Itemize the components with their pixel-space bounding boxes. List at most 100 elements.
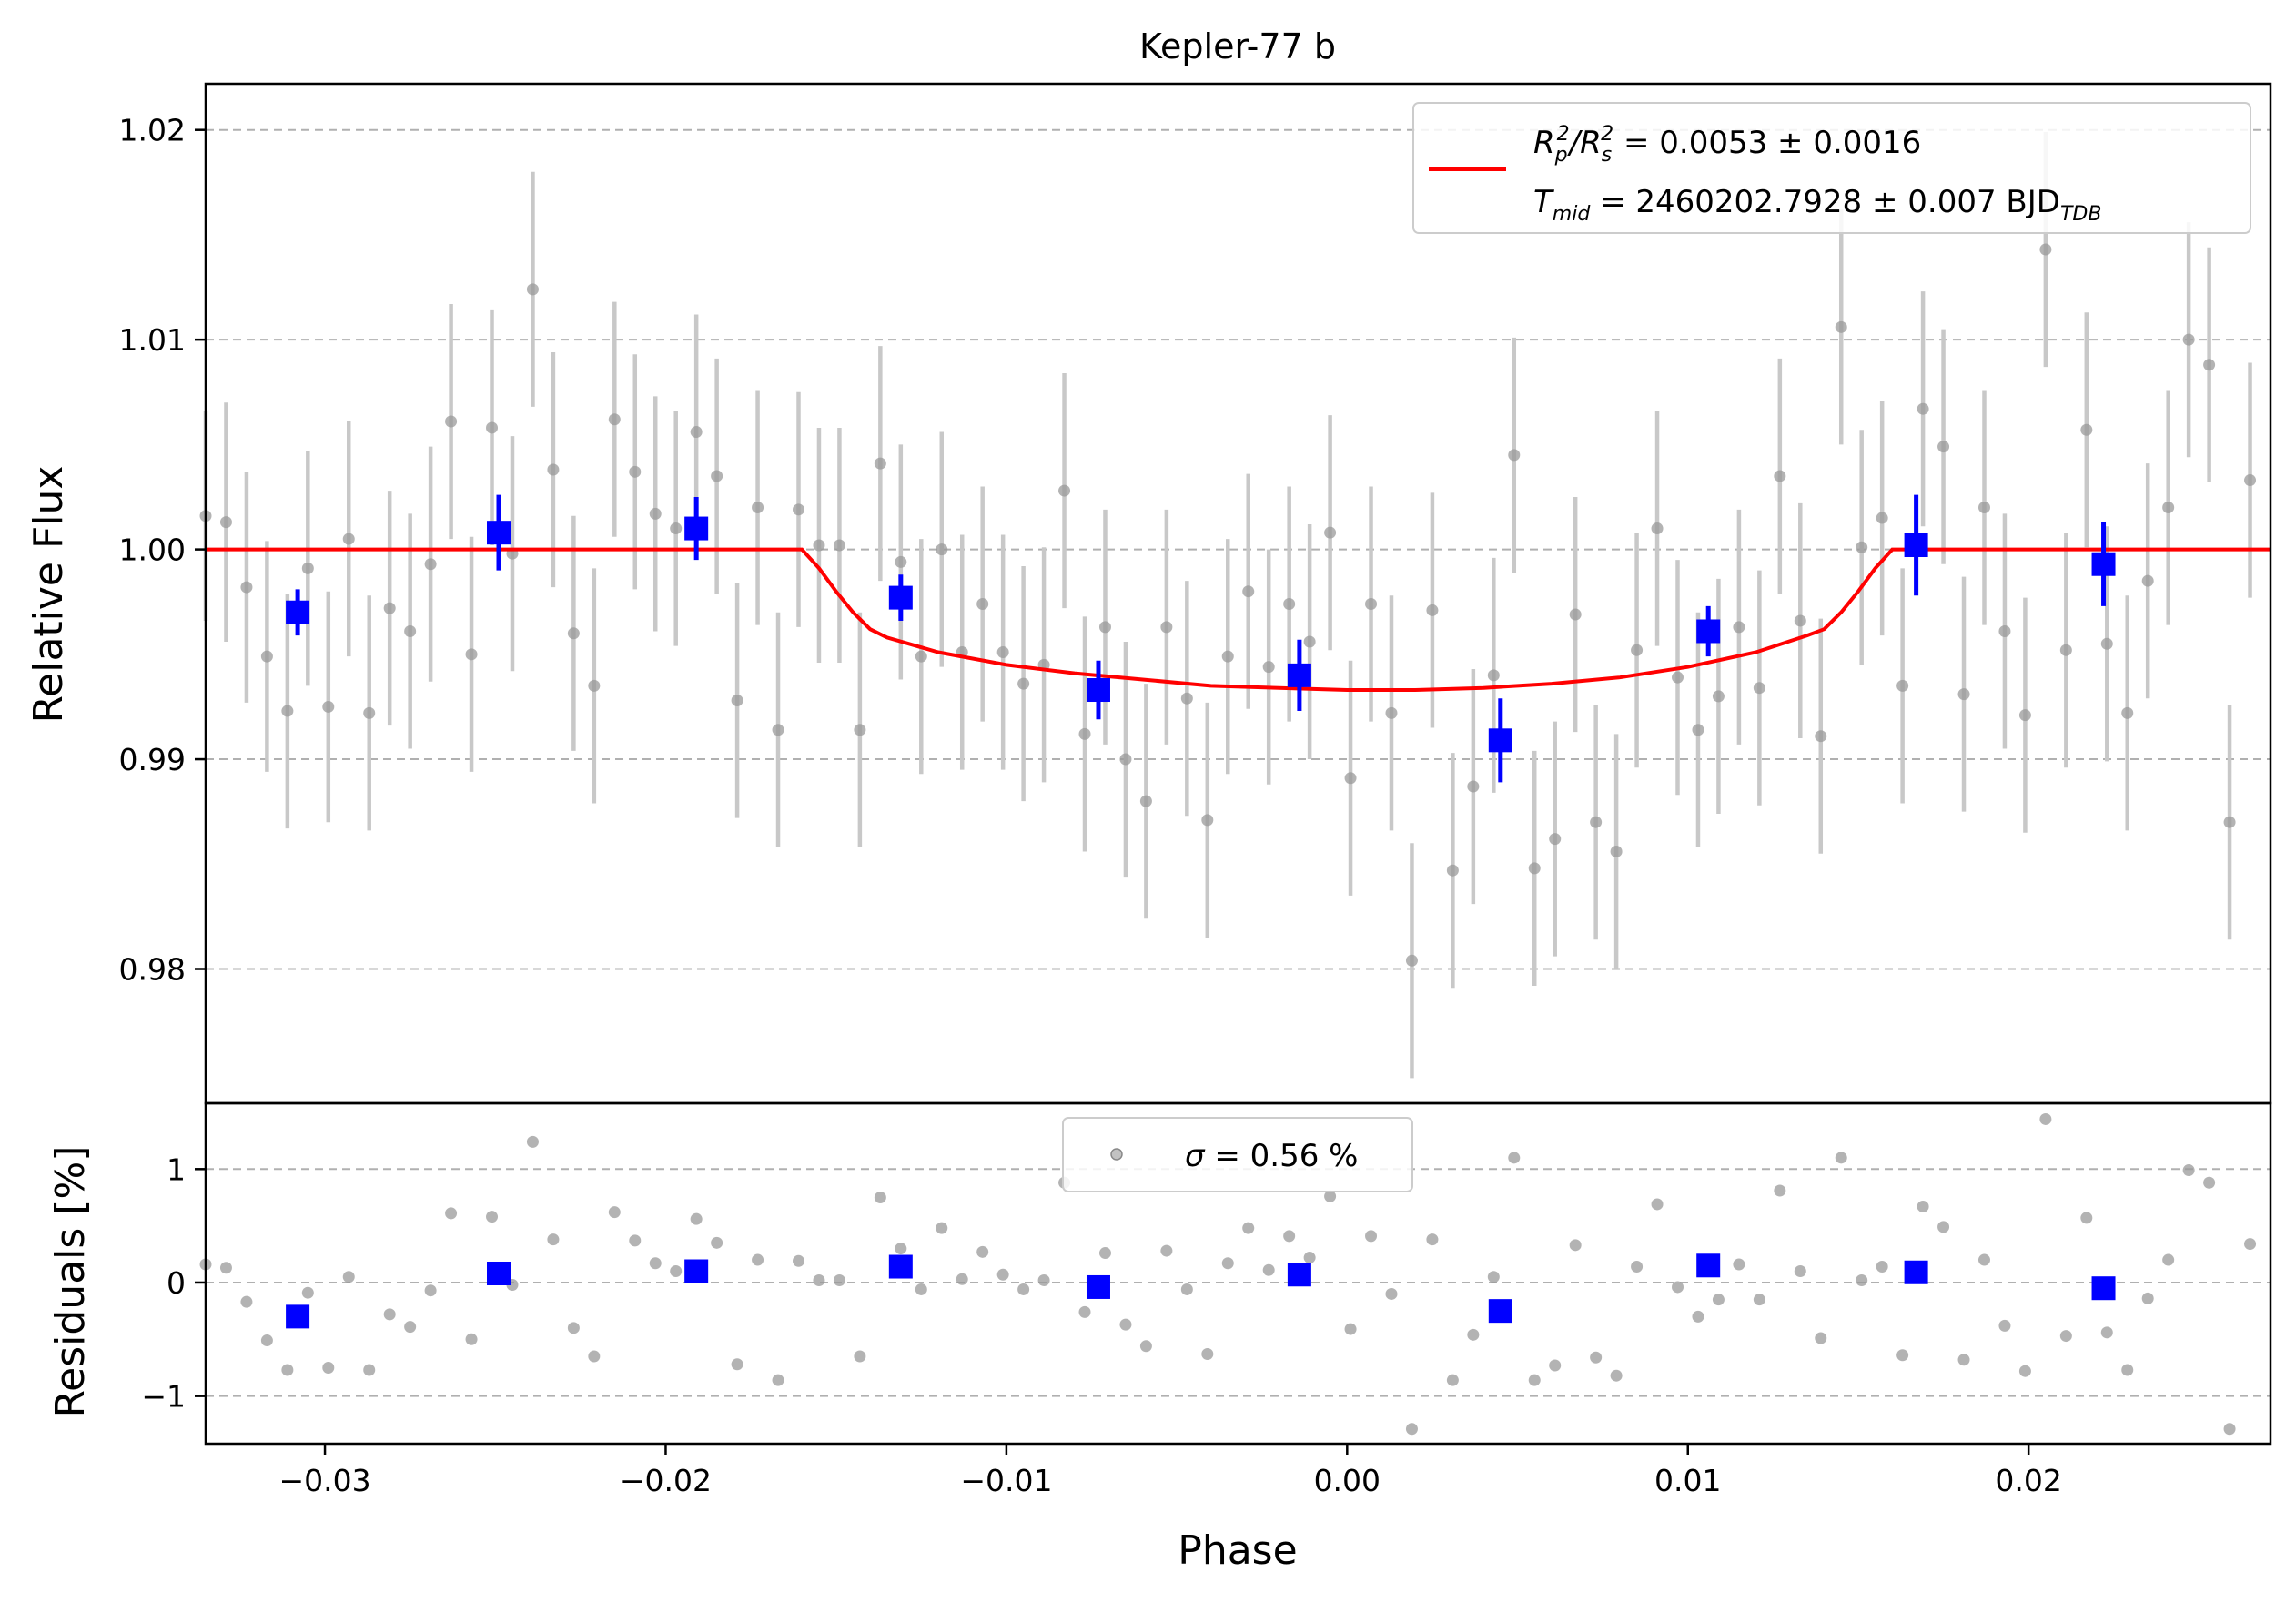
residual-point <box>240 1295 253 1308</box>
binned-residual-point <box>286 1304 310 1329</box>
binned-residual-point <box>1904 1260 1928 1284</box>
raw-point <box>813 539 825 552</box>
residual-point <box>1815 1332 1827 1344</box>
legend-sigma-value: = 0.56 % <box>1205 1138 1359 1174</box>
chart-title: Kepler-77 b <box>1139 26 1336 66</box>
residual-point <box>547 1233 560 1246</box>
residual-point <box>588 1350 601 1363</box>
residual-point <box>445 1207 458 1220</box>
x-tick-label: 0.01 <box>1654 1463 1721 1498</box>
residual-point <box>1896 1349 1909 1362</box>
residual-point <box>1937 1221 1950 1233</box>
bottom-legend-marker <box>1110 1148 1123 1161</box>
legend-radius-ratio: Rp2/Rs2 = 0.0053 ± 0.0016 <box>1533 123 1921 167</box>
legend-radius-value: = 0.0053 ± 0.0016 <box>1613 125 1921 161</box>
residual-point <box>424 1284 437 1297</box>
x-axis-ticks: −0.03 −0.02 −0.01 0.00 0.01 0.02 <box>278 1444 2062 1498</box>
legend-tmid-symbol: T <box>1533 184 1554 220</box>
residual-point <box>1426 1233 1439 1246</box>
binned-point <box>286 600 310 624</box>
raw-point <box>976 598 989 611</box>
raw-point <box>281 705 294 717</box>
residual-point <box>2100 1326 2113 1339</box>
residual-point <box>1262 1263 1275 1276</box>
residual-point <box>2244 1238 2257 1251</box>
legend-mid-transit: Tmid = 2460202.7928 ± 0.007 BJDTDB <box>1533 184 2101 226</box>
raw-point <box>1201 814 1214 827</box>
residual-point <box>1753 1294 1765 1306</box>
residual-point <box>629 1234 642 1247</box>
residual-point <box>2141 1292 2154 1304</box>
residual-point <box>833 1273 845 1286</box>
top-y-tick-label: 0.99 <box>119 742 186 777</box>
raw-point <box>1856 541 1868 553</box>
residual-point <box>1712 1294 1725 1306</box>
residual-point <box>2162 1253 2175 1266</box>
top-binned-points <box>286 494 2116 783</box>
raw-point <box>322 700 335 713</box>
residual-point <box>956 1273 968 1285</box>
raw-point <box>1549 833 1562 846</box>
residual-point <box>2039 1112 2052 1125</box>
raw-point <box>1242 585 1255 598</box>
raw-point <box>1917 402 1929 415</box>
raw-point <box>752 502 764 514</box>
residual-point <box>1098 1247 1111 1260</box>
residual-point <box>874 1191 886 1203</box>
top-y-tick-label: 1.02 <box>119 113 186 148</box>
raw-point <box>629 465 642 478</box>
residual-point <box>854 1350 866 1363</box>
binned-point <box>487 521 511 545</box>
residual-point <box>301 1286 314 1299</box>
residual-point <box>1119 1318 1132 1331</box>
legend-sigma-symbol: σ <box>1185 1138 1206 1174</box>
x-tick-label: −0.02 <box>620 1463 712 1498</box>
legend-rs-subscript: s <box>1602 144 1612 167</box>
raw-point <box>1303 635 1316 648</box>
raw-point <box>1467 780 1480 793</box>
raw-point <box>996 646 1009 659</box>
residual-point <box>711 1236 723 1249</box>
residual-point <box>1977 1253 1990 1266</box>
raw-point <box>219 516 232 529</box>
raw-point <box>301 562 314 574</box>
binned-residual-point <box>684 1259 709 1283</box>
residual-point <box>2121 1364 2134 1376</box>
raw-point <box>1631 644 1644 656</box>
legend-rp-superscript: 2 <box>1557 123 1570 146</box>
residual-point <box>1242 1222 1255 1234</box>
residual-point <box>1078 1305 1091 1318</box>
raw-point <box>2121 706 2134 719</box>
residual-point <box>1467 1328 1480 1341</box>
binned-point <box>1696 619 1721 644</box>
residual-point <box>1692 1310 1704 1323</box>
residual-point <box>2059 1330 2072 1343</box>
residual-point <box>1160 1244 1173 1257</box>
residual-point <box>1998 1319 2011 1332</box>
raw-point <box>1221 650 1234 663</box>
raw-point <box>1651 522 1664 535</box>
top-raw-errorbars <box>203 132 2252 1079</box>
residual-point <box>1017 1283 1030 1295</box>
x-tick-label: −0.03 <box>278 1463 370 1498</box>
binned-residual-point <box>1696 1253 1721 1278</box>
x-axis-label: Phase <box>1178 1527 1297 1574</box>
binned-point <box>2091 552 2116 576</box>
raw-point <box>526 283 539 296</box>
raw-point <box>1672 671 1684 684</box>
bottom-y-axis-label: Residuals [%] <box>47 1146 94 1418</box>
raw-point <box>1098 621 1111 634</box>
raw-point <box>1876 512 1888 524</box>
raw-point <box>1610 845 1623 857</box>
raw-point <box>567 627 580 640</box>
raw-point <box>1139 795 1152 807</box>
top-y-tick-label: 1.00 <box>119 533 186 568</box>
raw-point <box>1119 753 1132 766</box>
residual-point <box>649 1257 662 1270</box>
bottom-axes-frame <box>204 1101 2272 1446</box>
residual-point <box>1303 1252 1316 1264</box>
residual-point <box>690 1212 703 1225</box>
residual-point <box>1733 1258 1745 1271</box>
residual-point <box>342 1271 355 1283</box>
